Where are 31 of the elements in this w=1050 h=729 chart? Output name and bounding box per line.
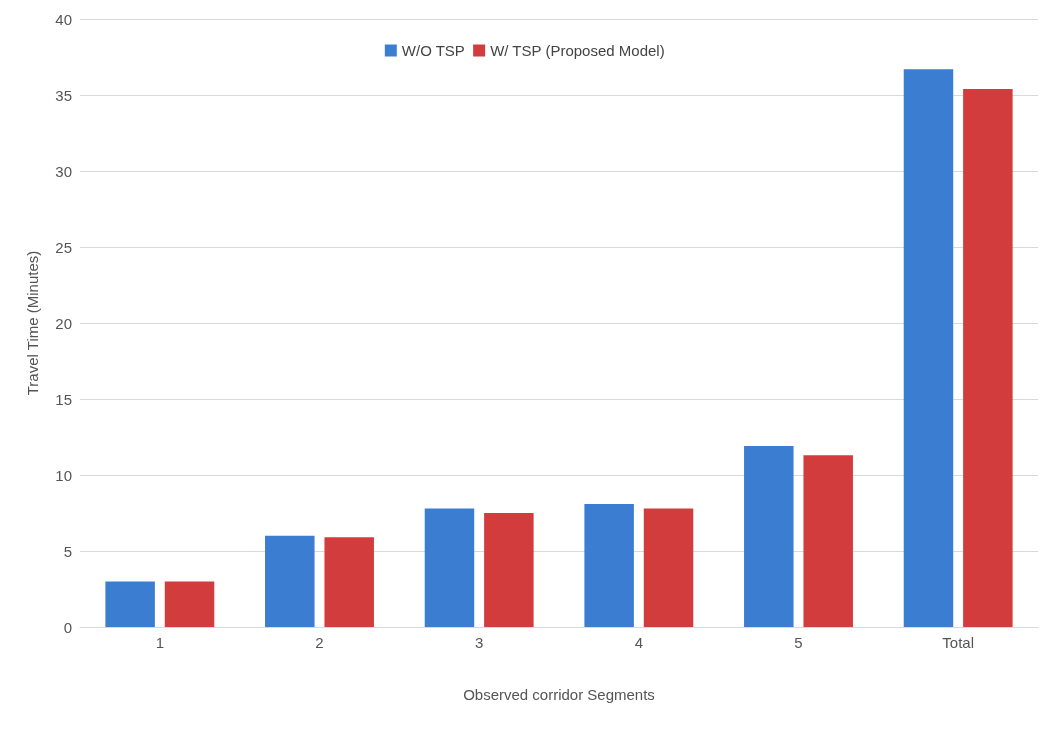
x-axis-title: Observed corridor Segments [463, 686, 655, 703]
x-tick-label: 5 [794, 634, 803, 651]
bar [584, 503, 634, 627]
x-tick-label: Total [942, 634, 975, 651]
y-tick-label: 30 [55, 162, 72, 180]
legend-label: W/ TSP (Proposed Model) [490, 42, 665, 59]
y-axis-title: Travel Time (Minutes) [24, 250, 41, 396]
bar [643, 508, 694, 627]
bar [105, 581, 155, 627]
bar [744, 446, 794, 627]
x-tick-label: 4 [634, 634, 644, 651]
y-tick-label: 25 [55, 238, 72, 256]
x-tick-label: 2 [315, 634, 324, 651]
legend-label: W/O TSP [401, 42, 465, 59]
x-tick-label: 3 [474, 634, 484, 651]
y-tick-label: 15 [55, 390, 72, 408]
bar [424, 508, 475, 627]
bar [803, 455, 853, 627]
y-tick-label: 20 [55, 314, 72, 332]
bar [265, 535, 315, 627]
bar [324, 537, 374, 627]
x-tick-label: 1 [155, 634, 165, 651]
y-tick-label: 35 [55, 86, 72, 104]
bar [903, 69, 954, 627]
bar [963, 88, 1013, 627]
y-tick-label: 0 [63, 618, 72, 636]
y-tick-label: 40 [55, 10, 72, 28]
y-tick-label: 10 [55, 466, 72, 484]
bar [164, 581, 215, 627]
y-tick-label: 5 [63, 542, 72, 560]
bar [484, 513, 534, 627]
